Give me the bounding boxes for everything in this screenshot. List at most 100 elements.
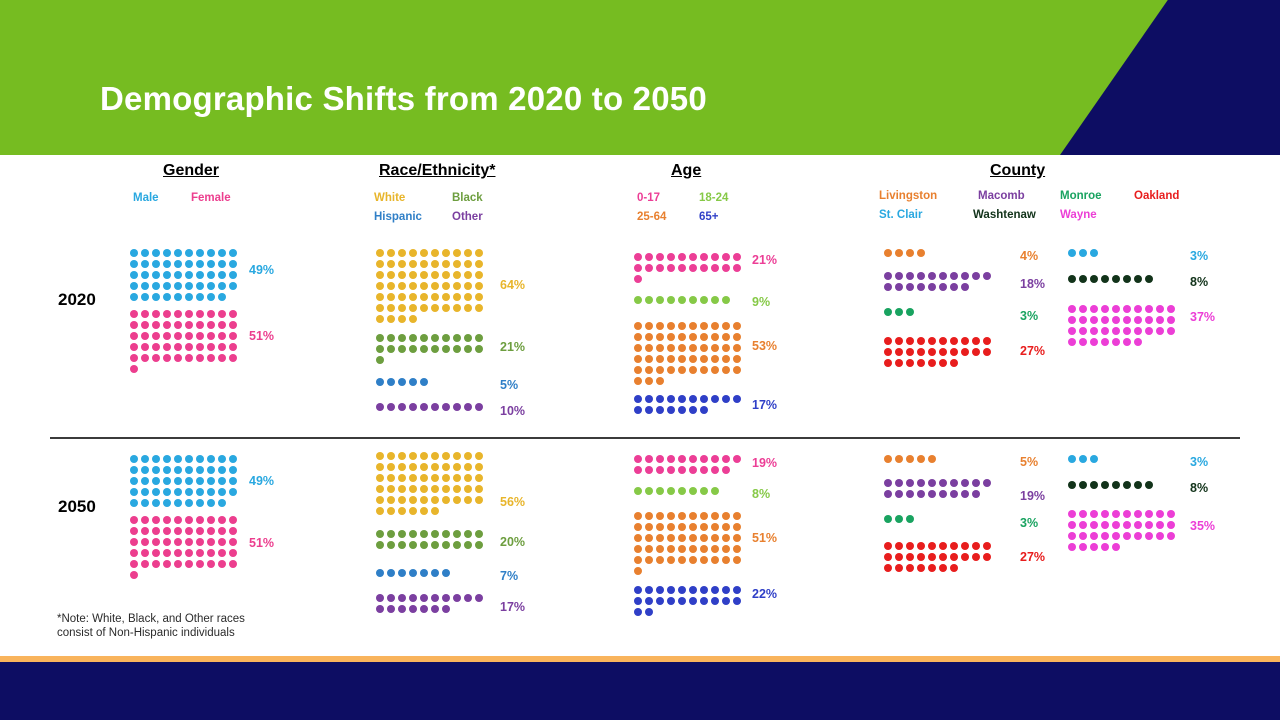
waffle-dot (645, 556, 653, 564)
waffle-dot (700, 395, 708, 403)
waffle-county-2020-washtenaw (1068, 275, 1156, 286)
waffle-dot (1112, 521, 1120, 529)
waffle-dot (398, 541, 406, 549)
waffle-dot (1134, 327, 1142, 335)
waffle-dot (163, 249, 171, 257)
waffle-row (634, 523, 744, 534)
waffle-row (884, 359, 994, 370)
waffle-dot (141, 499, 149, 507)
waffle-dot (207, 527, 215, 535)
waffle-dot (1134, 510, 1142, 518)
waffle-dot (645, 296, 653, 304)
waffle-dot (895, 479, 903, 487)
waffle-dot (141, 343, 149, 351)
waffle-dot (1134, 305, 1142, 313)
waffle-dot (689, 586, 697, 594)
waffle-dot (700, 466, 708, 474)
waffle-race-ethnicity-2050-black (376, 530, 486, 552)
waffle-race-ethnicity-2020-hispanic (376, 378, 431, 389)
waffle-dot (917, 479, 925, 487)
waffle-dot (442, 282, 450, 290)
waffle-dot (398, 530, 406, 538)
waffle-dot (130, 516, 138, 524)
waffle-dot (961, 283, 969, 291)
waffle-row (130, 282, 240, 293)
waffle-dot (464, 345, 472, 353)
waffle-dot (700, 366, 708, 374)
waffle-dot (174, 455, 182, 463)
waffle-row (376, 496, 486, 507)
waffle-row (130, 527, 240, 538)
waffle-dot (398, 485, 406, 493)
waffle-percent-label: 10% (500, 404, 526, 418)
waffle-dot (645, 264, 653, 272)
waffle-dot (130, 365, 138, 373)
waffle-dot (387, 304, 395, 312)
page-title: Demographic Shifts from 2020 to 2050 (100, 80, 707, 117)
waffle-dot (152, 332, 160, 340)
waffle-dot (152, 282, 160, 290)
waffle-dot (906, 490, 914, 498)
waffle-county-2050-monroe (884, 515, 917, 526)
waffle-dot (700, 344, 708, 352)
waffle-dot (1068, 521, 1076, 529)
waffle-dot (722, 466, 730, 474)
waffle-row (130, 271, 240, 282)
waffle-dot (398, 507, 406, 515)
waffle-dot (1101, 481, 1109, 489)
waffle-dot (667, 466, 675, 474)
waffle-dot (174, 560, 182, 568)
waffle-dot (1167, 316, 1175, 324)
waffle-dot (431, 530, 439, 538)
waffle-dot (722, 455, 730, 463)
waffle-dot (163, 560, 171, 568)
waffle-dot (152, 249, 160, 257)
waffle-dot (442, 403, 450, 411)
waffle-dot (409, 605, 417, 613)
waffle-row (1068, 481, 1156, 492)
waffle-dot (667, 512, 675, 520)
waffle-dot (1123, 305, 1131, 313)
waffle-dot (884, 553, 892, 561)
waffle-dot (398, 271, 406, 279)
waffle-dot (442, 530, 450, 538)
waffle-dot (163, 321, 171, 329)
waffle-dot (464, 271, 472, 279)
waffle-dot (656, 556, 664, 564)
waffle-dot (475, 334, 483, 342)
waffle-dot (431, 293, 439, 301)
waffle-dot (1068, 510, 1076, 518)
waffle-dot (722, 333, 730, 341)
waffle-dot (196, 455, 204, 463)
waffle-dot (376, 315, 384, 323)
waffle-dot (917, 249, 925, 257)
waffle-row (376, 463, 486, 474)
waffle-row (634, 322, 744, 333)
waffle-dot (700, 455, 708, 463)
waffle-row (130, 466, 240, 477)
waffle-dot (185, 477, 193, 485)
waffle-dot (1112, 543, 1120, 551)
waffle-dot (218, 332, 226, 340)
waffle-dot (185, 310, 193, 318)
legend-race-hispanic: Hispanic (374, 211, 422, 223)
waffle-dot (464, 463, 472, 471)
waffle-row (130, 354, 240, 365)
waffle-dot (152, 477, 160, 485)
waffle-dot (1079, 338, 1087, 346)
waffle-dot (398, 463, 406, 471)
waffle-dot (906, 272, 914, 280)
waffle-race-ethnicity-2050-hispanic (376, 569, 453, 580)
waffle-dot (420, 260, 428, 268)
waffle-dot (453, 334, 461, 342)
header-banner: Demographic Shifts from 2020 to 2050 (0, 0, 1280, 155)
waffle-dot (218, 538, 226, 546)
waffle-dot (464, 530, 472, 538)
waffle-dot (700, 406, 708, 414)
waffle-dot (950, 337, 958, 345)
waffle-dot (667, 253, 675, 261)
waffle-dot (1112, 532, 1120, 540)
waffle-row (884, 455, 939, 466)
waffle-dot (722, 586, 730, 594)
waffle-dot (634, 366, 642, 374)
